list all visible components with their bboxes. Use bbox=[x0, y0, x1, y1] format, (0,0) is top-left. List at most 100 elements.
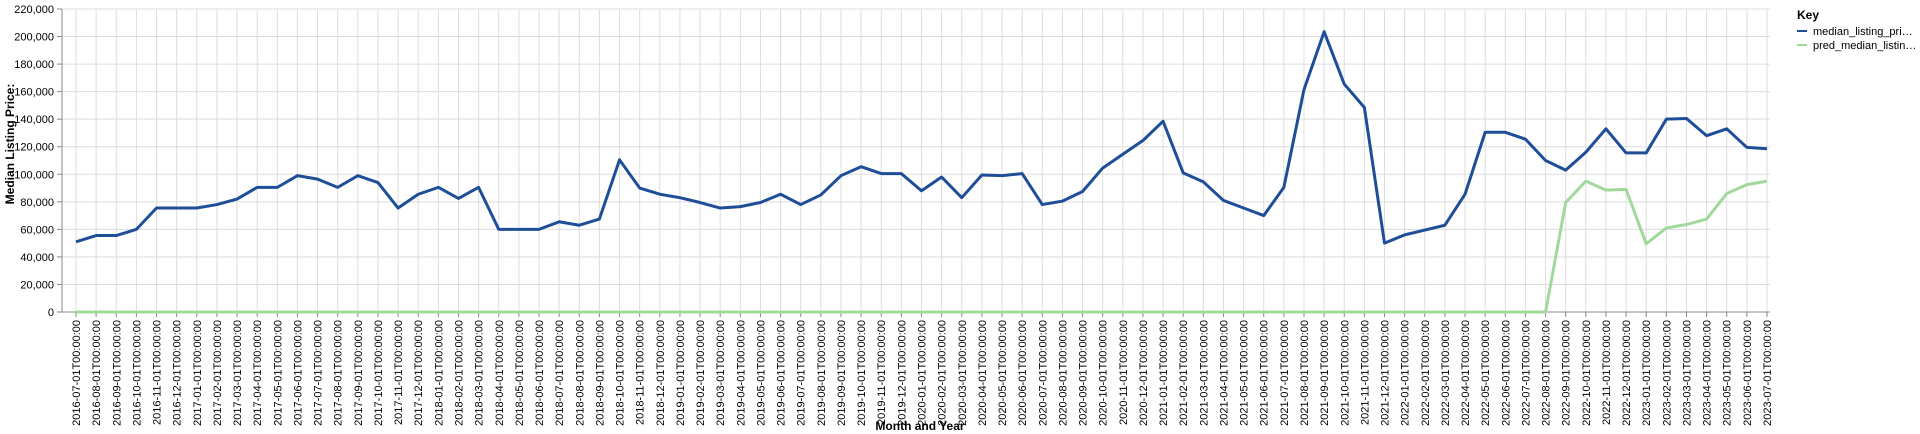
x-tick-label: 2017-08-01T00:00:00 bbox=[333, 320, 345, 426]
legend-label: median_listing_pri… bbox=[1813, 26, 1913, 38]
x-tick-label: 2018-02-01T00:00:00 bbox=[453, 320, 465, 426]
x-tick-label: 2022-08-01T00:00:00 bbox=[1541, 320, 1553, 426]
x-tick-label: 2020-04-01T00:00:00 bbox=[977, 320, 989, 426]
x-tick-label: 2023-02-01T00:00:00 bbox=[1661, 320, 1673, 426]
y-tick-label: 20,000 bbox=[20, 279, 54, 291]
x-tick-label: 2018-09-01T00:00:00 bbox=[594, 320, 606, 426]
y-tick-label: 100,000 bbox=[14, 169, 54, 181]
x-tick-label: 2018-12-01T00:00:00 bbox=[655, 320, 667, 426]
x-axis: 2016-07-01T00:00:00 2016-08-01T00:00:00 20… bbox=[62, 311, 1774, 426]
x-tick-label: 2019-01-01T00:00:00 bbox=[675, 320, 687, 426]
x-tick-label: 2021-06-01T00:00:00 bbox=[1259, 320, 1271, 426]
x-tick-label: 2020-06-01T00:00:00 bbox=[1017, 320, 1029, 426]
x-tick-label: 2016-07-01T00:00:00 bbox=[71, 320, 83, 426]
x-tick-label: 2019-11-01T00:00:00 bbox=[876, 320, 888, 425]
x-tick-label: 2022-06-01T00:00:00 bbox=[1500, 320, 1512, 426]
x-tick-label: 2018-10-01T00:00:00 bbox=[615, 320, 627, 426]
x-tick-label: 2017-09-01T00:00:00 bbox=[353, 320, 365, 426]
x-axis-title: Month and Year bbox=[875, 419, 964, 433]
x-tick-label: 2023-03-01T00:00:00 bbox=[1681, 320, 1693, 426]
x-tick-label: 2020-09-01T00:00:00 bbox=[1078, 320, 1090, 426]
x-tick-label: 2017-10-01T00:00:00 bbox=[373, 320, 385, 426]
x-tick-label: 2018-05-01T00:00:00 bbox=[514, 320, 526, 426]
x-tick-label: 2017-02-01T00:00:00 bbox=[212, 320, 224, 426]
x-tick-label: 2020-03-01T00:00:00 bbox=[957, 320, 969, 426]
x-tick-label: 2018-03-01T00:00:00 bbox=[474, 320, 486, 426]
x-tick-label: 2021-04-01T00:00:00 bbox=[1218, 320, 1230, 426]
y-tick-label: 40,000 bbox=[20, 252, 54, 264]
y-tick-label: 220,000 bbox=[14, 4, 54, 16]
y-tick-label: 120,000 bbox=[14, 142, 54, 154]
x-tick-label: 2020-01-01T00:00:00 bbox=[917, 320, 929, 426]
x-tick-label: 2019-03-01T00:00:00 bbox=[715, 320, 727, 426]
x-tick-label: 2021-03-01T00:00:00 bbox=[1198, 320, 1210, 426]
x-tick-label: 2023-05-01T00:00:00 bbox=[1722, 320, 1734, 426]
x-tick-label: 2019-02-01T00:00:00 bbox=[695, 320, 707, 426]
x-tick-label: 2021-07-01T00:00:00 bbox=[1279, 320, 1291, 426]
x-tick-label: 2016-11-01T00:00:00 bbox=[152, 320, 164, 425]
x-tick-label: 2020-12-01T00:00:00 bbox=[1138, 320, 1150, 426]
x-tick-label: 2021-01-01T00:00:00 bbox=[1158, 320, 1170, 426]
x-tick-label: 2018-08-01T00:00:00 bbox=[574, 320, 586, 426]
x-tick-label: 2020-07-01T00:00:00 bbox=[1037, 320, 1049, 426]
x-tick-label: 2021-10-01T00:00:00 bbox=[1339, 320, 1351, 426]
x-tick-label: 2018-01-01T00:00:00 bbox=[433, 320, 445, 426]
x-tick-label: 2020-02-01T00:00:00 bbox=[937, 320, 949, 426]
series-line bbox=[76, 179, 1768, 314]
y-tick-label: 60,000 bbox=[20, 224, 54, 236]
x-tick-label: 2017-04-01T00:00:00 bbox=[252, 320, 264, 426]
x-tick-label: 2023-04-01T00:00:00 bbox=[1702, 320, 1714, 426]
y-tick-label: 180,000 bbox=[14, 59, 54, 71]
x-tick-label: 2018-11-01T00:00:00 bbox=[635, 320, 647, 425]
x-tick-label: 2016-09-01T00:00:00 bbox=[111, 320, 123, 426]
x-tick-label: 2020-10-01T00:00:00 bbox=[1098, 320, 1110, 426]
x-tick-label: 2022-02-01T00:00:00 bbox=[1420, 320, 1432, 426]
x-tick-label: 2018-04-01T00:00:00 bbox=[494, 320, 506, 426]
x-tick-label: 2017-11-01T00:00:00 bbox=[393, 320, 405, 425]
legend-title: Key bbox=[1797, 8, 1819, 22]
series-lines bbox=[75, 30, 1768, 314]
x-tick-label: 2021-11-01T00:00:00 bbox=[1359, 320, 1371, 425]
series-line bbox=[75, 30, 1768, 245]
x-tick-label: 2022-05-01T00:00:00 bbox=[1480, 320, 1492, 426]
x-tick-label: 2020-11-01T00:00:00 bbox=[1118, 320, 1130, 425]
x-tick-label: 2017-03-01T00:00:00 bbox=[232, 320, 244, 426]
y-axis-title: Median Listing Price: bbox=[3, 84, 17, 205]
x-tick-label: 2019-09-01T00:00:00 bbox=[836, 320, 848, 426]
x-tick-label: 2023-01-01T00:00:00 bbox=[1641, 320, 1653, 426]
x-tick-label: 2021-09-01T00:00:00 bbox=[1319, 320, 1331, 426]
x-tick-label: 2017-01-01T00:00:00 bbox=[192, 320, 204, 426]
x-tick-label: 2022-04-01T00:00:00 bbox=[1460, 320, 1472, 426]
y-tick-label: 160,000 bbox=[14, 87, 54, 99]
x-tick-label: 2021-02-01T00:00:00 bbox=[1178, 320, 1190, 426]
x-tick-label: 2019-06-01T00:00:00 bbox=[776, 320, 788, 426]
x-tick-label: 2019-07-01T00:00:00 bbox=[796, 320, 808, 426]
x-tick-label: 2017-12-01T00:00:00 bbox=[413, 320, 425, 426]
x-tick-label: 2020-08-01T00:00:00 bbox=[1057, 320, 1069, 426]
gridlines bbox=[62, 8, 1770, 313]
x-tick-label: 2017-06-01T00:00:00 bbox=[292, 320, 304, 426]
legend-label: pred_median_listin… bbox=[1813, 40, 1916, 52]
x-tick-label: 2021-08-01T00:00:00 bbox=[1299, 320, 1311, 426]
x-tick-label: 2022-12-01T00:00:00 bbox=[1621, 320, 1633, 426]
legend: Key median_listing_pri… pred_median_listi… bbox=[1797, 8, 1916, 52]
x-tick-label: 2019-12-01T00:00:00 bbox=[896, 320, 908, 426]
x-tick-label: 2022-09-01T00:00:00 bbox=[1561, 320, 1573, 426]
x-tick-label: 2022-01-01T00:00:00 bbox=[1400, 320, 1412, 426]
x-tick-label: 2018-06-01T00:00:00 bbox=[534, 320, 546, 426]
x-tick-label: 2021-05-01T00:00:00 bbox=[1239, 320, 1251, 426]
x-tick-label: 2022-07-01T00:00:00 bbox=[1520, 320, 1532, 426]
x-tick-label: 2016-12-01T00:00:00 bbox=[172, 320, 184, 426]
y-tick-label: 200,000 bbox=[14, 32, 54, 44]
x-tick-label: 2018-07-01T00:00:00 bbox=[554, 320, 566, 426]
y-tick-label: 0 bbox=[48, 307, 54, 319]
x-tick-label: 2017-05-01T00:00:00 bbox=[272, 320, 284, 426]
x-tick-label: 2019-05-01T00:00:00 bbox=[755, 320, 767, 426]
x-tick-label: 2017-07-01T00:00:00 bbox=[313, 320, 325, 426]
x-tick-label: 2022-10-01T00:00:00 bbox=[1581, 320, 1593, 426]
y-axis: 0 20,000 40,000 60,000 80,000 100,000 120,000 1… bbox=[14, 4, 63, 319]
x-tick-label: 2023-06-01T00:00:00 bbox=[1742, 320, 1754, 426]
x-tick-label: 2022-11-01T00:00:00 bbox=[1601, 320, 1613, 425]
x-tick-label: 2020-05-01T00:00:00 bbox=[997, 320, 1009, 426]
